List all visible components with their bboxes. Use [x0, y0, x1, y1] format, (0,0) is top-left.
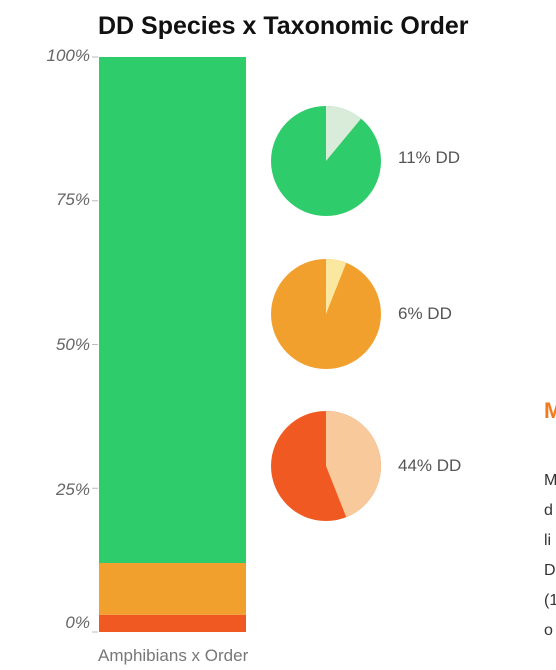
side-panel-line: o: [544, 622, 553, 639]
pie-chart-1: [271, 259, 381, 369]
side-panel-line: d: [544, 502, 553, 519]
x-axis-label: Amphibians x Order: [98, 646, 249, 665]
chart-title: DD Species x Taxonomic Order: [98, 12, 469, 40]
side-panel-heading: M: [544, 398, 556, 423]
side-panel-line: D: [544, 562, 556, 579]
side-panel-line: li: [544, 532, 552, 549]
pie-slice-dd: [326, 411, 381, 518]
pie-slice-dd: [326, 259, 347, 314]
side-panel-line: (1: [544, 592, 556, 609]
pie-chart-0: [271, 106, 381, 216]
y-tick-label-25: 25%: [55, 480, 90, 499]
bar-segment-1: [99, 563, 246, 615]
pie-slice-dd: [326, 106, 362, 161]
pie-chart-2: [271, 411, 381, 521]
pie-label-red: 44% DD: [398, 456, 462, 475]
y-tick-label-100: 100%: [46, 46, 90, 65]
pie-label-orange: 6% DD: [398, 304, 452, 323]
bar-segment-0: [99, 614, 246, 632]
y-tick-label-50: 50%: [55, 335, 90, 354]
side-panel-line: M: [544, 472, 556, 489]
pie-label-green: 11% DD: [398, 148, 461, 167]
y-tick-label-0: 0%: [65, 613, 90, 632]
y-tick-label-75: 75%: [55, 190, 90, 209]
bar-segment-2: [99, 57, 246, 563]
